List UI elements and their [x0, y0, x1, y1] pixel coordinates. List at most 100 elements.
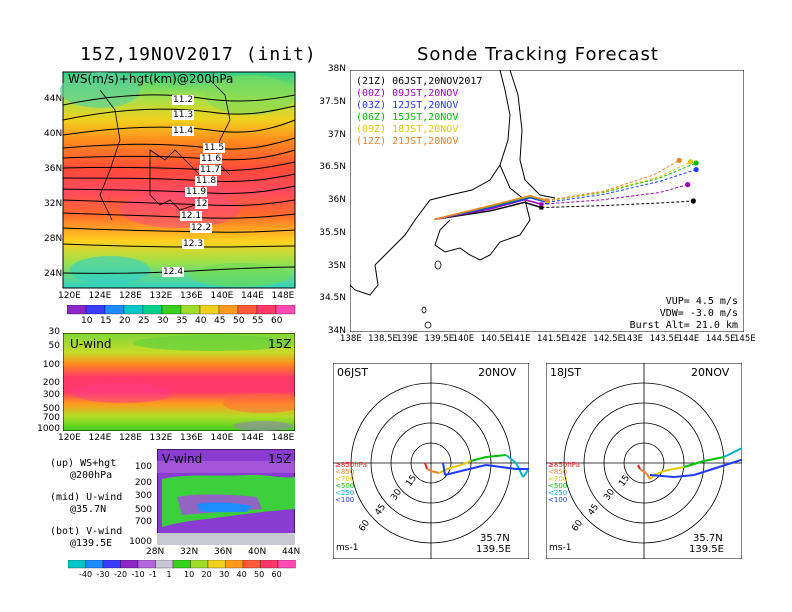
track-burst-point [545, 198, 549, 203]
left-panel-title: 15Z,19NOV2017 (init) [80, 44, 317, 65]
map-lon-tick: 124E [88, 291, 112, 301]
track-lon-tick: 140E [452, 334, 475, 344]
note-mid-1: (mid) U-wind [50, 492, 123, 503]
ws-colorbar-swatch [237, 305, 258, 315]
v-colorbar-label: 1 [166, 570, 172, 579]
uwind-lon-tick: 144E [241, 433, 264, 443]
hodo-segment [718, 458, 742, 468]
ws-colorbar-label: 50 [233, 316, 245, 326]
v-colorbar-label: -40 [79, 570, 93, 579]
map-lat-tick: 40N [44, 129, 63, 139]
ws-colorbar-swatch [218, 305, 239, 315]
note-mid-2: @35.7N [70, 504, 107, 515]
track-lat-tick: 36.5N [319, 162, 346, 173]
hodo-segment [639, 468, 647, 474]
ws-colorbar-label: 30 [157, 316, 169, 326]
track-ascent-line [434, 201, 542, 221]
uwind-label: U-wind [70, 337, 112, 351]
contour-label: 12.4 [162, 267, 185, 277]
ws-colorbar-label: 15 [100, 316, 112, 326]
uwind-p-tick: 500 [42, 404, 60, 414]
track-descent-line [541, 200, 694, 209]
map-label: WS(m/s)+hgt(km)@200hPa [68, 72, 234, 86]
ws-colorbar [67, 305, 296, 315]
ws-colorbar-label: 45 [214, 316, 226, 326]
hodo-level-label: <500 [335, 482, 355, 490]
v-colorbar-label: 10 [184, 570, 195, 579]
vwind-lat-tick: 44N [282, 547, 301, 557]
track-lon-tick: 142.5E [593, 334, 623, 344]
hodo-segment [505, 454, 517, 464]
track-lon-tick: 143.5E [649, 334, 680, 344]
uwind-p-tick: 50 [48, 341, 60, 351]
hodo-segment [693, 466, 720, 476]
track-descent-line [546, 162, 697, 202]
hodo1-lat: 35.7N [693, 533, 723, 544]
track-lat-tick: 35.5N [319, 227, 346, 238]
hodo-segment [663, 466, 685, 472]
uwind-lon-tick: 148E [271, 433, 295, 443]
uwind-lon-tick: 132E [149, 433, 173, 443]
track-legend: (21Z) 06JST,20NOV2017 (00Z) 09JST,20NOV … [356, 76, 482, 148]
v-colorbar-swatch [68, 560, 86, 569]
vup-text: VUP= 4.5 m/s [665, 296, 738, 307]
hodo1-lon: 139.5E [689, 544, 724, 555]
map-lat-tick: 44N [44, 94, 63, 104]
track-lon-tick: 138.5E [368, 334, 398, 344]
track-lon-tick: 145E [734, 334, 756, 344]
vwind-p-tick: 700 [134, 517, 152, 527]
ws-colorbar-label: 60 [271, 316, 283, 326]
track-landing-point [687, 159, 694, 165]
map-lon-tick: 128E [119, 291, 142, 301]
v-colorbar-label: 20 [201, 570, 212, 579]
track-lat-tick: 35N [327, 260, 346, 271]
uwind-p-tick: 200 [42, 378, 60, 388]
hodo-segment [442, 462, 446, 476]
v-colorbar-label: -20 [114, 570, 128, 579]
ws-colorbar-swatch [199, 305, 220, 315]
track-lat-tick: 37.5N [319, 96, 346, 107]
map-lat-tick: 32N [44, 199, 63, 209]
map-lat-tick: 28N [44, 234, 63, 244]
hodo-level-label: ≥850hPa [335, 461, 367, 469]
vwind-lat-tick: 32N [180, 547, 199, 557]
track-lon-tick: 143E [621, 334, 644, 344]
vwind-section [157, 449, 295, 545]
track-burst-point [539, 202, 544, 207]
contour-label: 11.2 [172, 95, 195, 105]
v-colorbar-label: -10 [131, 570, 145, 579]
uwind-lon-tick: 124E [88, 433, 112, 443]
legend-item-4: (09Z) 18JST,20NOV [356, 124, 459, 135]
ws-colorbar-label: 10 [81, 316, 93, 326]
contour-label: 11.3 [172, 110, 195, 120]
v-colorbar-label: -30 [96, 570, 110, 579]
ws-colorbar-swatch [85, 305, 106, 315]
contour-label: 11.4 [172, 126, 195, 136]
track-map [350, 70, 744, 332]
note-up-1: (up) WS+hgt [50, 458, 117, 469]
contour-label: 11.6 [200, 154, 223, 164]
vwind-time: 15Z [268, 452, 292, 466]
ascent-params: VUP= 4.5 m/s VDW= -3.0 m/s Burst Alt= 21… [606, 296, 738, 332]
hodo-segment [683, 460, 705, 468]
track-lon-tick: 139E [396, 334, 418, 344]
track-lon-tick: 141.5E [537, 334, 567, 344]
track-lon-tick: 144E [677, 334, 700, 344]
note-up-2: @200hPa [70, 470, 113, 481]
vwind-p-tick: 100 [134, 462, 152, 472]
v-colorbar-label: 60 [271, 570, 282, 579]
track-lon-tick: 140.5E [480, 334, 511, 344]
hodo1-time: 18JST [550, 366, 581, 379]
track-lon-tick: 141E [508, 334, 531, 344]
track-descent-line [546, 169, 697, 203]
ws-height-map [60, 71, 296, 289]
contour-label: 11.7 [199, 165, 222, 175]
note-bot-1: (bot) V-wind [50, 526, 123, 537]
ws-colorbar-swatch [142, 305, 163, 315]
hodo-segment [653, 470, 665, 476]
hodograph-06jst [333, 363, 529, 559]
track-lat-tick: 36N [327, 195, 346, 205]
v-colorbar-swatch [207, 560, 226, 569]
hodo0-unit: ms-1 [336, 543, 359, 553]
